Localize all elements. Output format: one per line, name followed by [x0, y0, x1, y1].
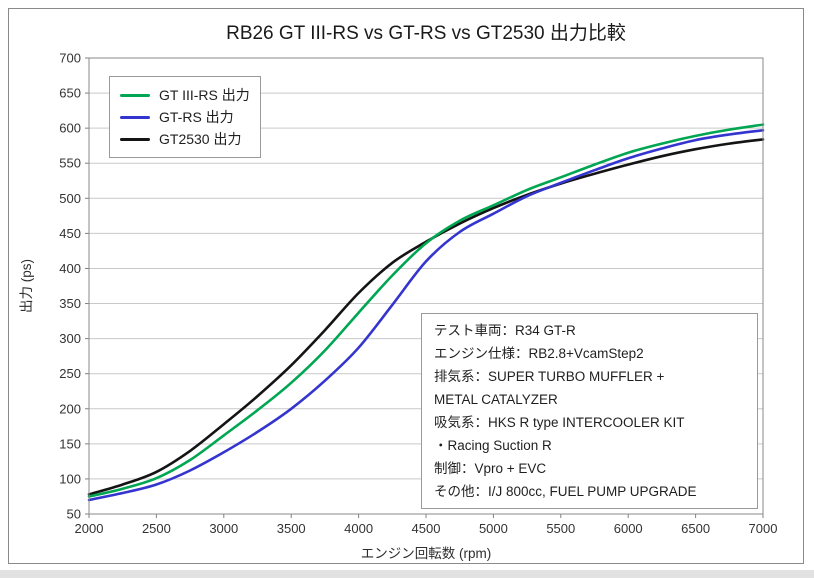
- annotation-line: ・Racing Suction R: [434, 438, 552, 453]
- legend-label: GT III-RS 出力: [159, 87, 250, 103]
- y-tick-label: 500: [59, 191, 81, 206]
- legend-label: GT2530 出力: [159, 131, 242, 147]
- legend: GT III-RS 出力 GT-RS 出力 GT2530 出力: [109, 76, 261, 158]
- x-tick-label: 6000: [614, 521, 643, 536]
- series-line-GT III-RS 出力: [87, 123, 765, 498]
- legend-line-swatch: [120, 137, 150, 141]
- y-axis-title: 出力 (ps): [19, 259, 34, 313]
- y-tick-label: 400: [59, 261, 81, 276]
- y-tick-label: 200: [59, 401, 81, 416]
- legend-item: GT III-RS 出力: [120, 84, 250, 106]
- legend-label: GT-RS 出力: [159, 109, 234, 125]
- legend-line-swatch: [120, 115, 150, 119]
- y-tick-label: 700: [59, 51, 81, 66]
- y-tick-label: 650: [59, 86, 81, 101]
- x-tick-label: 4000: [344, 521, 373, 536]
- annotation-line: 排気系：SUPER TURBO MUFFLER +: [434, 369, 665, 384]
- x-axis-title: エンジン回転数 (rpm): [361, 546, 492, 561]
- y-tick-label: 50: [67, 507, 81, 522]
- y-tick-label: 300: [59, 331, 81, 346]
- x-tick-label: 3500: [277, 521, 306, 536]
- x-tick-label: 2500: [142, 521, 171, 536]
- annotation-line: テスト車両：R34 GT-R: [434, 323, 576, 338]
- y-tick-label: 150: [59, 436, 81, 451]
- y-tick-label: 450: [59, 226, 81, 241]
- chart-title: RB26 GT III-RS vs GT-RS vs GT2530 出力比較: [226, 22, 626, 44]
- y-tick-label: 350: [59, 296, 81, 311]
- x-tick-label: 4500: [412, 521, 441, 536]
- series-line-GT-RS 出力: [87, 129, 765, 502]
- annotation-line: 吸気系：HKS R type INTERCOOLER KIT: [434, 415, 685, 430]
- y-tick-label: 250: [59, 366, 81, 381]
- x-tick-label: 6500: [681, 521, 710, 536]
- plot-border: [88, 57, 764, 515]
- legend-item: GT-RS 出力: [120, 106, 250, 128]
- annotation-line: METAL CATALYZER: [434, 392, 558, 407]
- annotation-box: テスト車両：R34 GT-R エンジン仕様：RB2.8+VcamStep2 排気…: [421, 313, 758, 509]
- legend-line-swatch: [120, 93, 150, 97]
- x-tick-label: 7000: [749, 521, 778, 536]
- x-tick-label: 3000: [209, 521, 238, 536]
- x-tick-label: 5000: [479, 521, 508, 536]
- x-tick-label: 2000: [75, 521, 104, 536]
- y-tick-label: 550: [59, 156, 81, 171]
- annotation-line: 制御：Vpro + EVC: [434, 461, 547, 476]
- annotation-line: その他：I/J 800cc, FUEL PUMP UPGRADE: [434, 484, 697, 499]
- y-tick-label: 600: [59, 121, 81, 136]
- y-tick-label: 100: [59, 471, 81, 486]
- chart-frame: RB26 GT III-RS vs GT-RS vs GT2530 出力比較 5…: [8, 8, 804, 564]
- legend-item: GT2530 出力: [120, 128, 250, 150]
- x-tick-label: 5500: [546, 521, 575, 536]
- annotation-line: エンジン仕様：RB2.8+VcamStep2: [434, 346, 644, 361]
